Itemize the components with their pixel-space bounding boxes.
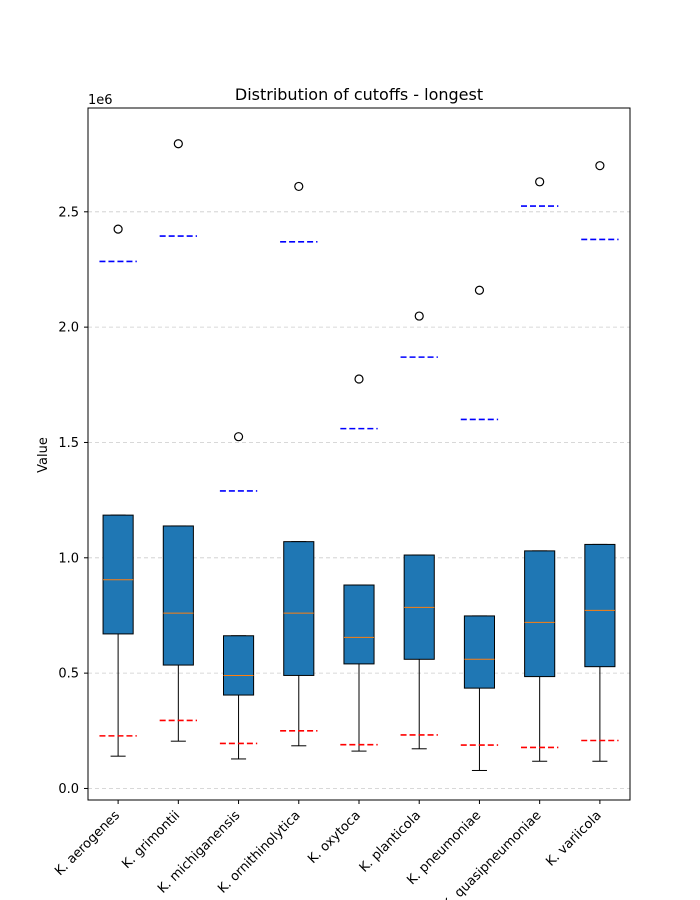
- outlier-point: [113, 224, 123, 234]
- box-group: [219, 432, 258, 760]
- x-tick-label: K. planticola: [357, 808, 424, 875]
- y-tick-label: 1.0: [58, 551, 79, 566]
- box-group: [581, 161, 619, 762]
- box-body: [463, 615, 495, 689]
- box-group: [340, 374, 378, 752]
- box-body: [584, 543, 616, 668]
- box-series: [99, 139, 619, 771]
- x-tick-label: K. aerogenes: [52, 808, 123, 879]
- y-tick-label: 0.0: [58, 782, 79, 797]
- box-group: [520, 177, 559, 762]
- outlier-point: [535, 177, 545, 187]
- box-group: [159, 139, 198, 742]
- box-group: [400, 311, 438, 750]
- box-body: [524, 550, 556, 678]
- x-tick-label: K. oxytoca: [305, 808, 364, 867]
- y-offset-text: 1e6: [88, 93, 113, 108]
- chart-title: Distribution of cutoffs - longest: [235, 85, 483, 104]
- box-body: [343, 584, 375, 665]
- outlier-point: [414, 311, 424, 321]
- box-body: [283, 541, 315, 676]
- box-body: [223, 635, 255, 696]
- y-axis-label: Value: [36, 437, 51, 473]
- outlier-point: [173, 139, 183, 149]
- box-body: [162, 525, 194, 666]
- plot-frame: [87, 107, 631, 801]
- box-group: [460, 285, 499, 771]
- y-tick-label: 0.5: [58, 667, 79, 682]
- outlier-point: [233, 432, 244, 442]
- y-tick-label: 1.5: [58, 436, 79, 451]
- x-tick-label: K. grimontii: [119, 808, 183, 872]
- y-tick-label: 2.5: [58, 205, 79, 220]
- y-tick-label: 2.0: [58, 321, 79, 336]
- outlier-point: [294, 181, 304, 192]
- box-group: [99, 224, 137, 757]
- outlier-point: [474, 285, 485, 295]
- x-tick-label: K. quasipneumoniae: [440, 808, 545, 900]
- x-tick-label: K. variicola: [543, 808, 604, 869]
- box-body: [102, 514, 134, 635]
- outlier-point: [595, 161, 605, 171]
- outlier-point: [354, 374, 364, 384]
- box-group: [280, 181, 318, 747]
